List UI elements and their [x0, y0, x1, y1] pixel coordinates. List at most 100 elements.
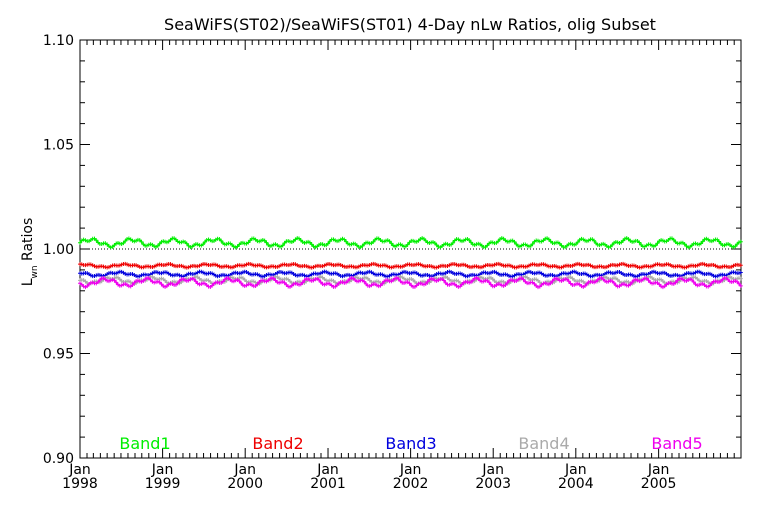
x-tick-label-year: 2001 [310, 476, 346, 492]
y-tick-label: 1.10 [43, 33, 74, 49]
series-point-band5 [707, 283, 712, 288]
y-tick-label: 1.00 [43, 242, 74, 258]
series-point-band5 [130, 283, 135, 288]
series-point-band2 [738, 263, 743, 268]
series-point-band1 [717, 239, 722, 244]
legend-band1: Band1 [119, 434, 170, 453]
series-point-band1 [326, 241, 331, 246]
series-point-band1 [655, 241, 660, 246]
series-point-band1 [264, 240, 269, 245]
series-point-band1 [121, 241, 126, 246]
series-point-band5 [689, 277, 694, 282]
series-point-band5 [407, 281, 412, 286]
series-point-band5 [612, 281, 617, 286]
series-point-band1 [219, 238, 224, 243]
series-point-band5 [239, 281, 244, 286]
series-point-band1 [557, 241, 562, 246]
series-point-band5 [646, 278, 651, 283]
y-axis-label-rest: Ratios [20, 218, 36, 266]
chart-title: SeaWiFS(ST02)/SeaWiFS(ST01) 4-Day nLw Ra… [164, 15, 656, 34]
series-point-band5 [221, 279, 226, 284]
series-point-band1 [485, 243, 490, 248]
y-tick-label: 0.90 [43, 451, 74, 467]
series-point-band5 [736, 281, 741, 286]
series-point-band1 [371, 239, 376, 244]
legend-band5: Band5 [651, 434, 702, 453]
series-point-band1 [512, 239, 517, 244]
x-tick-label-month: Jan [647, 462, 670, 478]
series-point-band1 [344, 239, 349, 244]
series-point-band5 [193, 279, 198, 284]
x-tick-label-month: Jan [481, 462, 504, 478]
series-point-band1 [738, 239, 743, 244]
x-tick-label-month: Jan [233, 462, 256, 478]
series-point-band5 [503, 283, 508, 288]
series-point-band4 [738, 276, 743, 281]
plot-area: 0.900.951.001.051.10Jan1998Jan1999Jan200… [43, 33, 743, 492]
series-point-band1 [78, 240, 82, 245]
series-point-band5 [345, 278, 350, 283]
series-point-band1 [574, 242, 579, 247]
legend-band2: Band2 [252, 434, 303, 453]
series-point-band1 [201, 242, 206, 247]
series-point-band5 [487, 280, 492, 285]
x-tick-label-year: 2000 [227, 476, 263, 492]
series-point-band5 [159, 282, 164, 287]
series-point-band1 [546, 237, 551, 242]
x-tick-label-month: Jan [151, 462, 174, 478]
series-point-band5 [583, 283, 588, 288]
series-point-band5 [521, 277, 526, 282]
series-point-band5 [566, 279, 571, 284]
series-point-band1 [653, 243, 658, 248]
series-point-band1 [530, 241, 535, 246]
series-point-band1 [698, 241, 703, 246]
series-point-band1 [360, 243, 365, 248]
x-tick-label-month: Jan [316, 462, 339, 478]
series-point-band5 [175, 281, 180, 286]
series-point-band5 [691, 279, 696, 284]
series-point-band1 [467, 238, 472, 243]
series-point-band1 [155, 243, 160, 248]
series-point-band1 [387, 239, 392, 244]
series-point-band1 [405, 242, 410, 247]
series-point-band1 [450, 240, 455, 245]
series-point-band5 [441, 278, 446, 283]
y-axis-label: Lwn Ratios [20, 218, 40, 287]
series-point-band5 [380, 281, 385, 286]
series-point-band5 [112, 278, 117, 283]
series-point-band1 [496, 239, 501, 244]
series-point-band5 [210, 283, 215, 288]
series-point-band3 [738, 270, 743, 275]
series-point-band5 [738, 283, 743, 288]
y-axis-label-sub: wn [30, 265, 40, 278]
series-point-band5 [425, 279, 430, 284]
series-point-band5 [550, 279, 555, 284]
series-point-band1 [309, 242, 314, 247]
series-point-band1 [184, 241, 189, 246]
series-point-band5 [114, 280, 119, 285]
series-point-band1 [700, 239, 705, 244]
series-point-band5 [505, 280, 510, 285]
legend-band4: Band4 [518, 434, 569, 453]
series-point-band5 [96, 280, 101, 285]
series-point-band1 [389, 241, 394, 246]
series-point-band1 [139, 239, 144, 244]
x-tick-label-year: 1998 [62, 476, 98, 492]
series-point-band5 [396, 277, 401, 282]
series-point-band1 [575, 240, 580, 245]
series-point-band5 [548, 281, 553, 286]
series-point-band5 [628, 282, 633, 287]
series-point-band5 [237, 278, 242, 283]
x-tick-label-year: 2005 [641, 476, 677, 492]
series-point-band5 [335, 283, 340, 288]
series-point-band1 [671, 237, 676, 242]
series-point-band1 [280, 243, 285, 248]
y-axis-label-main: L [20, 278, 36, 286]
series-point-band1 [246, 240, 251, 245]
series-point-band5 [192, 277, 197, 282]
series-point-band1 [342, 237, 347, 242]
x-tick-label-year: 1999 [145, 476, 181, 492]
series-point-band5 [255, 282, 260, 287]
x-tick-label-year: 2004 [558, 476, 594, 492]
